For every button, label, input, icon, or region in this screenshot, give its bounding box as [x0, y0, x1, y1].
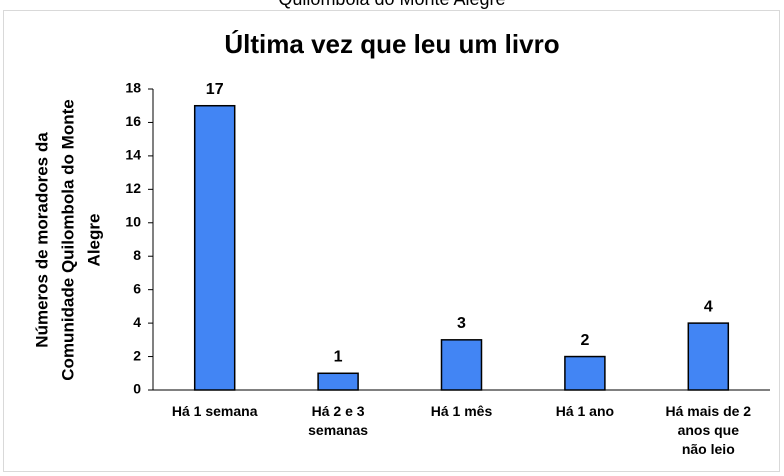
bar — [440, 339, 483, 391]
y-tick-label: 16 — [125, 113, 141, 129]
chart-frame — [3, 10, 780, 472]
y-tick-label: 2 — [133, 347, 141, 363]
bar — [687, 322, 730, 391]
bar — [317, 372, 359, 391]
y-tick-label: 8 — [133, 247, 141, 263]
bar — [564, 355, 606, 391]
y-tick-label: 18 — [125, 80, 141, 96]
x-tick-label: Há mais de 2 anos que não leio — [665, 403, 751, 457]
y-tick-label: 10 — [125, 213, 141, 229]
x-tick-label: Há 1 semana — [172, 403, 258, 419]
data-label: 17 — [206, 81, 224, 98]
y-tick-label: 14 — [125, 147, 141, 163]
y-tick-label: 12 — [125, 180, 141, 196]
chart-title: Última vez que leu um livro — [224, 29, 559, 59]
y-tick-label: 0 — [133, 381, 141, 397]
bar — [193, 104, 236, 391]
y-axis-label: Números de moradores da — [32, 132, 51, 348]
y-tick-label: 6 — [133, 280, 141, 296]
x-tick-label: Há 2 e 3 semanas — [308, 403, 368, 438]
y-tick-label: 4 — [133, 314, 141, 330]
x-tick-label: Há 1 mês — [431, 403, 493, 419]
data-label: 4 — [704, 298, 713, 315]
x-tick-label: Há 1 ano — [556, 403, 614, 419]
data-label: 3 — [457, 315, 466, 332]
y-axis-label: Alegre — [84, 214, 103, 267]
data-label: 2 — [580, 332, 589, 349]
chart-subtitle: Quilombola do Monte Alegre — [278, 0, 505, 9]
y-axis-label: Comunidade Quilombola do Monte — [58, 99, 77, 380]
data-label: 1 — [334, 348, 343, 365]
